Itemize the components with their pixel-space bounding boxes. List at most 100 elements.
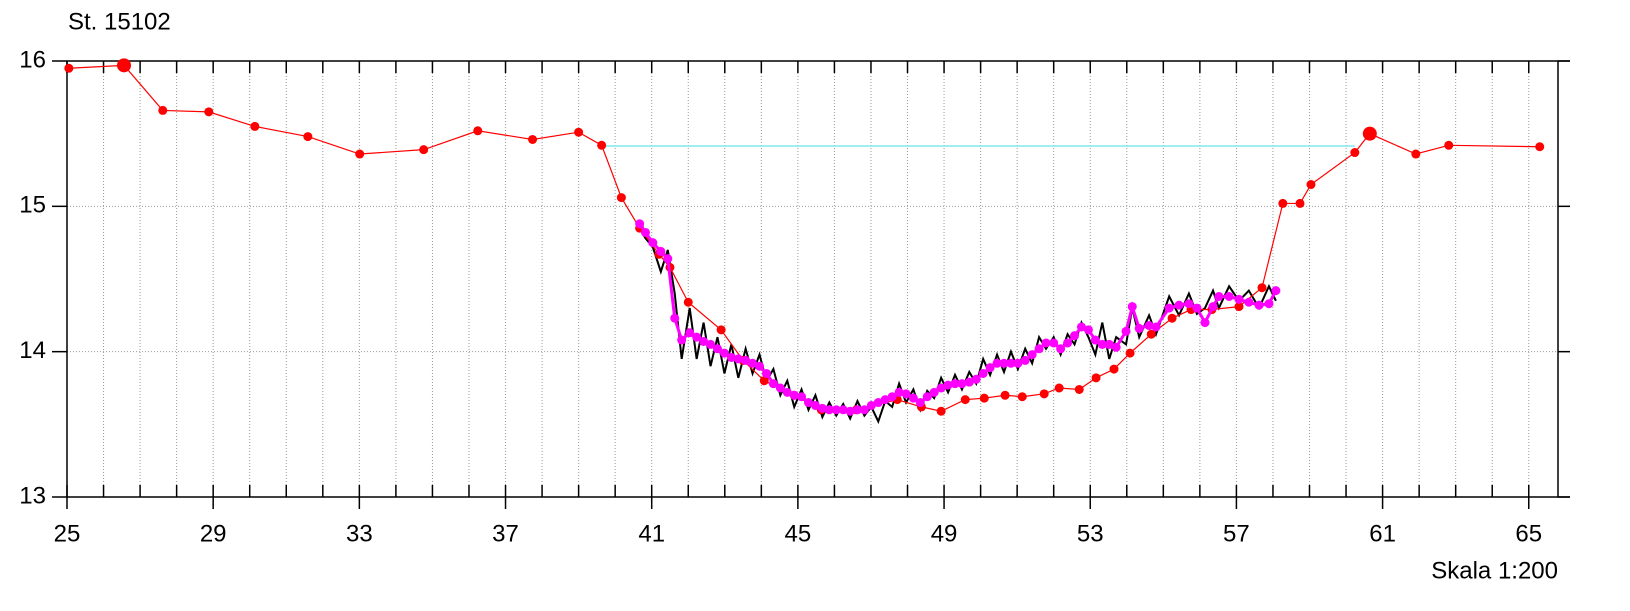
smoothed-point [831,405,841,415]
smoothed-point [1164,303,1174,313]
bank-point [1362,126,1377,141]
smoothed-point [1208,302,1218,312]
x-tick-label: 45 [785,520,812,547]
survey-point [1411,149,1421,159]
smoothed-point [887,392,897,402]
smoothed-point [978,368,988,378]
smoothed-point [817,403,827,413]
scale-label: Skala 1:200 [1431,557,1558,584]
survey-point [1074,384,1084,394]
smoothed-point [964,377,974,387]
smoothed-point [648,238,658,248]
smoothed-point [677,335,687,345]
smoothed-point [1090,335,1100,345]
smoothed-point [873,398,883,408]
smoothed-point [1027,350,1037,360]
survey-point [683,297,693,307]
smoothed-point [797,392,807,402]
smoothed-point [1127,302,1137,312]
smoothed-point [908,393,918,403]
survey-point [419,145,429,155]
survey-point [250,121,260,131]
survey-point [355,149,365,159]
smoothed-point [1144,321,1154,331]
smoothed-point [950,379,960,389]
survey-point [1039,389,1049,399]
smoothed-point [712,344,722,354]
y-tick-label: 13 [19,482,46,509]
survey-point [1278,198,1288,208]
survey-point [574,127,584,137]
smoothed-point [1264,299,1274,309]
smoothed-point [901,389,911,399]
y-tick-label: 15 [19,192,46,219]
smoothed-point [1151,322,1161,332]
smoothed-point [1013,358,1023,368]
x-tick-label: 49 [931,520,958,547]
y-tick-label: 14 [19,337,46,364]
x-tick-label: 41 [638,520,665,547]
smoothed-point [1020,355,1030,365]
smoothed-point [971,374,981,384]
smoothed-point [1134,323,1144,333]
smoothed-point [775,383,785,393]
smoothed-point [1034,344,1044,354]
survey-point [1000,390,1010,400]
survey-point [158,105,168,115]
smoothed-point [1254,300,1264,310]
smoothed-point [1083,325,1093,335]
smoothed-point [1104,339,1114,349]
smoothed-point [957,379,967,389]
sonar-line [638,227,1277,425]
smoothed-point [922,392,932,402]
smoothed-point [859,405,869,415]
x-tick-label: 33 [346,520,373,547]
smoothed-point [1244,297,1254,307]
smoothed-point [1056,344,1066,354]
survey-point [1234,302,1244,312]
smoothed-point [929,387,939,397]
survey-point [1167,313,1177,323]
survey-point [64,63,74,73]
survey-point [204,107,214,117]
smoothed-point [810,400,820,410]
smoothed-point [1121,326,1131,336]
survey-point [1444,140,1454,150]
survey-point [1091,373,1101,383]
smoothed-point [1234,294,1244,304]
smoothed-point [999,358,1009,368]
smoothed-point [1076,322,1086,332]
smoothed-point [685,328,695,338]
x-tick-label: 37 [492,520,519,547]
smoothed-point [852,405,862,415]
survey-point [1017,392,1027,402]
smoothed-point [894,387,904,397]
survey-point [1125,348,1135,358]
smoothed-point [789,390,799,400]
smoothed-point [692,332,702,342]
smoothed-point [656,246,666,256]
smoothed-point [1192,303,1202,313]
smoothed-point [761,368,771,378]
smoothed-point [880,395,890,405]
smoothed-point [845,406,855,416]
survey-point [616,193,626,203]
smoothed-point [1097,339,1107,349]
survey-point [936,406,946,416]
smoothed-point [782,387,792,397]
smoothed-point [803,398,813,408]
smoothed-point [943,380,953,390]
chart-title: St. 15102 [68,8,171,35]
survey-point [1054,383,1064,393]
smoothed-point [1006,358,1016,368]
survey-point [303,132,313,142]
y-tick-label: 16 [19,46,46,73]
smoothed-point [706,339,716,349]
x-tick-label: 29 [200,520,227,547]
smoothed-point [915,398,925,408]
smoothed-point [1070,331,1080,341]
x-tick-label: 57 [1223,520,1250,547]
smoothed-point [640,227,650,237]
smoothed-point [755,361,765,371]
